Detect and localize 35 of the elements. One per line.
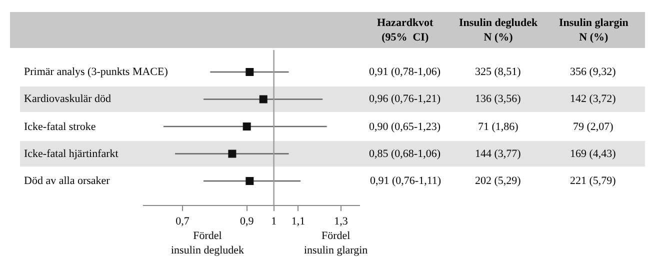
x-tick-label: 1 xyxy=(271,215,277,228)
x-tick-label: 0,7 xyxy=(176,215,190,228)
text: Insulin degludek N (%) xyxy=(459,17,538,44)
text: 144 (3,77) xyxy=(475,148,522,160)
text: 325 (8,51) xyxy=(475,66,522,78)
y-tick-label: Död av alla orsaker xyxy=(24,175,110,187)
text: Hazardkvot (95% CI) xyxy=(377,17,434,44)
text: Insulin glargin N (%) xyxy=(559,17,628,44)
text: 136 (3,56) xyxy=(475,93,522,105)
data-label: 0,91 (0,78-1,06) xyxy=(369,66,441,78)
text: 169 (4,43) xyxy=(570,148,616,160)
text: 79 (2,07) xyxy=(573,121,614,133)
x-tick-label: 1,1 xyxy=(291,215,306,228)
point xyxy=(228,150,236,158)
point xyxy=(242,122,251,130)
text: 71 (1,86) xyxy=(478,121,519,133)
text: 142 (3,72) xyxy=(570,93,616,105)
data-label: 0,90 (0,65-1,23) xyxy=(369,121,441,133)
point xyxy=(259,95,268,104)
data-label: 0,85 (0,68-1,06) xyxy=(369,148,441,160)
data-label: 0,91 (0,76-1,11) xyxy=(370,175,442,187)
text: Fördel insulin degludek xyxy=(171,230,245,256)
data-label: 0,96 (0,76-1,21) xyxy=(369,93,441,105)
y-tick-label: Icke-fatal stroke xyxy=(24,121,96,133)
text: 202 (5,29) xyxy=(475,175,522,187)
point xyxy=(246,68,254,76)
text: 356 (9,32) xyxy=(570,66,616,78)
y-tick-label: Primär analys (3-punkts MACE) xyxy=(24,66,168,78)
x-tick-label: 1,3 xyxy=(334,215,348,228)
x-tick-label: 0,9 xyxy=(240,215,254,228)
point xyxy=(246,177,254,186)
text: 221 (5,79) xyxy=(570,175,616,187)
y-tick-label: Kardiovaskulär död xyxy=(24,93,112,105)
text: Fördel insulin glargin xyxy=(304,230,368,256)
y-tick-label: Icke-fatal hjärtinfarkt xyxy=(24,148,118,160)
